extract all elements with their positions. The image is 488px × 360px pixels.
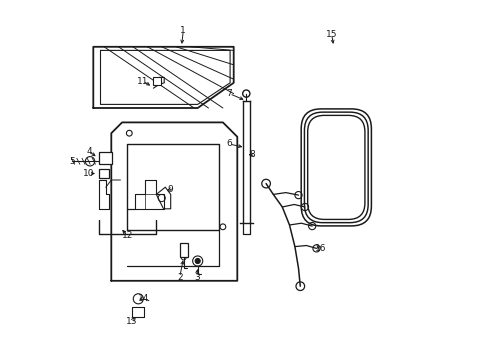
Bar bbox=[99, 152, 112, 164]
Text: 6: 6 bbox=[226, 139, 232, 148]
Text: 9: 9 bbox=[167, 184, 173, 194]
Text: 15: 15 bbox=[325, 30, 337, 39]
Text: 13: 13 bbox=[126, 317, 138, 325]
Text: 10: 10 bbox=[83, 169, 95, 178]
Text: 1: 1 bbox=[180, 26, 186, 35]
Text: 7: 7 bbox=[226, 89, 232, 98]
Text: 8: 8 bbox=[249, 150, 255, 159]
Text: 3: 3 bbox=[194, 273, 200, 282]
Text: 11: 11 bbox=[137, 77, 148, 85]
Text: 14: 14 bbox=[138, 294, 149, 302]
Text: 5: 5 bbox=[69, 157, 75, 166]
Bar bbox=[99, 169, 109, 178]
Text: 4: 4 bbox=[86, 147, 92, 156]
Text: 2: 2 bbox=[177, 273, 182, 282]
Text: 16: 16 bbox=[314, 244, 326, 253]
Bar bbox=[153, 77, 160, 85]
Circle shape bbox=[195, 258, 200, 264]
Bar bbox=[179, 243, 187, 257]
Bar bbox=[132, 307, 143, 317]
Text: 12: 12 bbox=[122, 231, 133, 240]
